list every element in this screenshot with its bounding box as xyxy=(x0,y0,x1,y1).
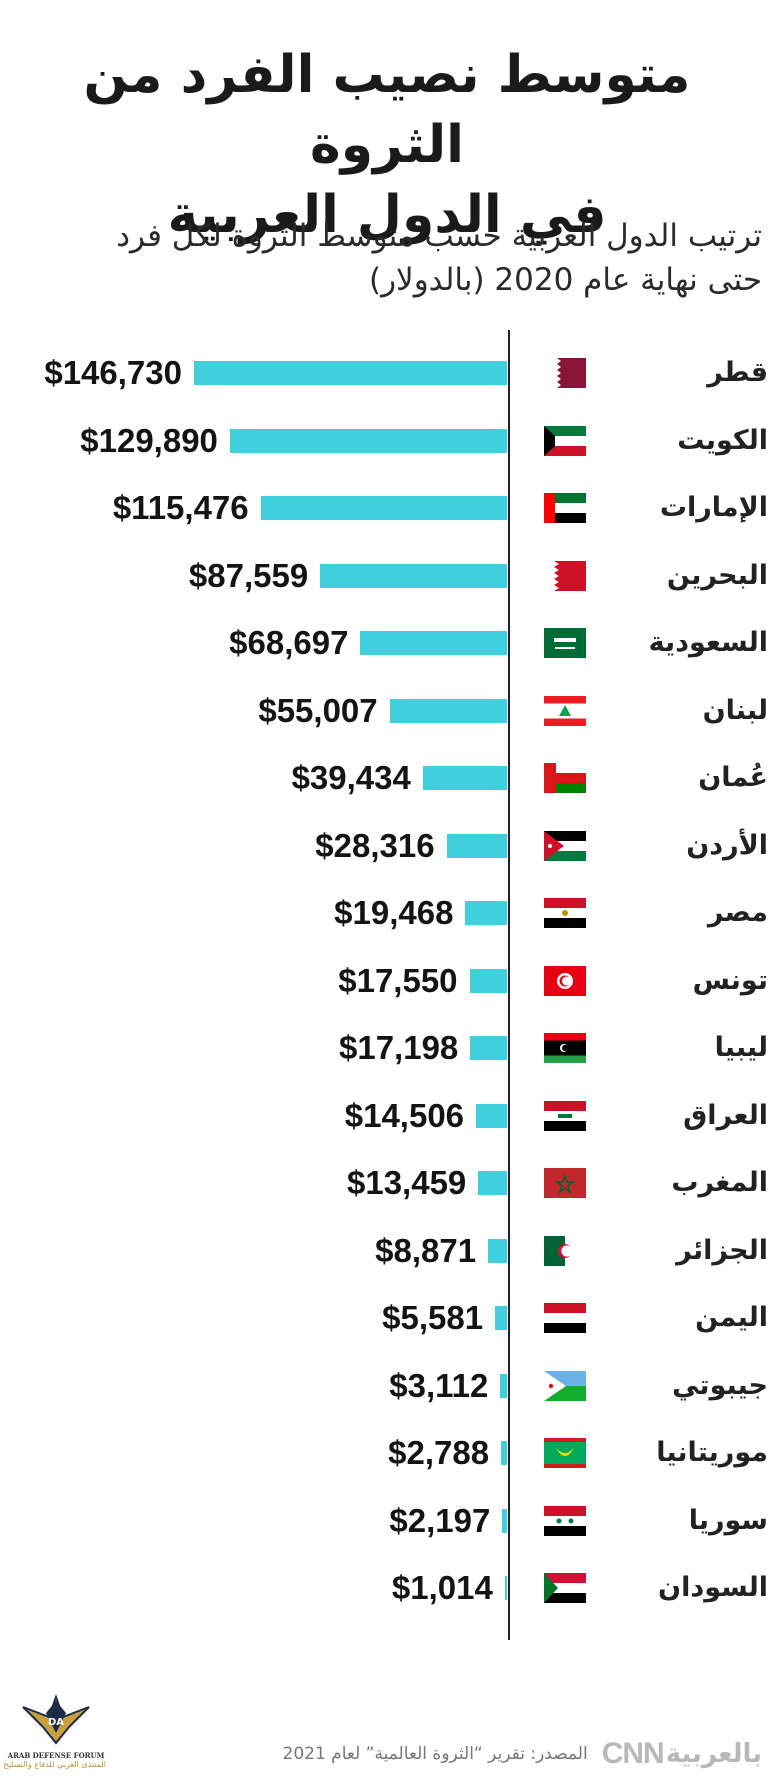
country-label: جيبوتي xyxy=(672,1369,768,1401)
footer: المصدر: تقرير “الثروة العالمية” لعام 202… xyxy=(282,1737,764,1771)
country-label: سوريا xyxy=(688,1504,768,1536)
kuwait-flag-icon xyxy=(544,425,586,456)
value-label: $14,506 xyxy=(344,1096,465,1134)
svg-text:DA: DA xyxy=(48,1717,64,1728)
country-label: الإمارات xyxy=(659,492,768,523)
value-label: $28,316 xyxy=(315,826,435,864)
value-label: $39,434 xyxy=(291,759,411,796)
libya-flag-icon xyxy=(544,1033,586,1063)
sudan-flag-icon xyxy=(544,1573,586,1604)
syria-flag-icon xyxy=(544,1505,586,1536)
value-label: $5,581 xyxy=(382,1299,484,1336)
bar xyxy=(469,968,507,993)
bar xyxy=(260,496,507,520)
mauritania-flag-icon xyxy=(544,1438,586,1468)
value-label: $2,197 xyxy=(389,1501,491,1539)
bar xyxy=(360,631,507,655)
djibouti-flag-icon xyxy=(544,1370,586,1401)
chart-subtitle: ترتيب الدول العربية حسب متوسط الثروة لكل… xyxy=(22,214,762,302)
country-label: موريتانيا xyxy=(656,1437,768,1468)
country-label: تونس xyxy=(692,964,768,996)
country-label: ليبيا xyxy=(714,1032,768,1063)
egypt-flag-icon xyxy=(544,898,586,929)
country-label: الكويت xyxy=(677,424,768,456)
forum-name-arabic: المنتدى العربي للدفاع والتسليح xyxy=(3,1760,106,1769)
bar xyxy=(495,1306,507,1330)
value-label: $87,559 xyxy=(188,556,309,594)
oman-flag-icon xyxy=(544,763,586,794)
country-label: السعودية xyxy=(648,627,768,658)
country-label: الأردن xyxy=(686,829,768,861)
iraq-flag-icon xyxy=(544,1100,586,1131)
bar xyxy=(470,1036,507,1060)
arab-defense-forum-logo: DA ARAB DEFENSE FORUM المنتدى العربي للد… xyxy=(3,1687,106,1779)
country-label: لبنان xyxy=(702,694,768,726)
title-line-1: متوسط نصيب الفرد من الثروة xyxy=(83,45,691,175)
bar xyxy=(320,563,507,588)
bar xyxy=(422,766,507,790)
subtitle-line-2: حتى نهاية عام 2020 (بالدولار) xyxy=(368,262,762,298)
qatar-flag-icon xyxy=(544,358,586,389)
title-line-2: في الدول العربية xyxy=(167,185,607,245)
cnn-logo-text: CNN xyxy=(601,1737,665,1770)
tunisia-flag-icon xyxy=(544,965,586,996)
value-label: $17,198 xyxy=(339,1029,459,1066)
value-label: $17,550 xyxy=(338,961,458,999)
subtitle-line-1: ترتيب الدول العربية حسب متوسط الثروة لكل… xyxy=(116,218,762,254)
lebanon-flag-icon xyxy=(544,695,586,726)
saudi-flag-icon xyxy=(544,628,586,659)
country-label: السودان xyxy=(658,1572,768,1603)
bar xyxy=(389,698,507,723)
bar xyxy=(476,1103,507,1128)
country-label: المغرب xyxy=(671,1167,768,1198)
country-label: الجزائر xyxy=(676,1234,768,1266)
value-label: $8,871 xyxy=(375,1231,477,1269)
value-label: $146,730 xyxy=(44,354,182,391)
bar xyxy=(465,901,507,925)
bar xyxy=(193,361,507,385)
country-label: قطر xyxy=(707,357,768,388)
value-label: $1,014 xyxy=(391,1569,493,1606)
country-label: العراق xyxy=(683,1099,768,1131)
value-label: $13,459 xyxy=(346,1164,467,1201)
source-note: المصدر: تقرير “الثروة العالمية” لعام 202… xyxy=(282,1744,588,1764)
country-label: عُمان xyxy=(698,762,768,793)
uae-flag-icon xyxy=(544,493,586,524)
cnn-arabic-logo: CNN بالعربية xyxy=(601,1737,763,1771)
value-label: $3,112 xyxy=(389,1366,489,1404)
value-label: $115,476 xyxy=(112,489,249,526)
bar xyxy=(488,1238,507,1263)
bar xyxy=(229,428,507,453)
algeria-flag-icon xyxy=(544,1235,586,1266)
value-label: $19,468 xyxy=(334,894,454,931)
eagle-emblem-icon: DA xyxy=(22,1693,90,1745)
value-label: $2,788 xyxy=(388,1434,490,1471)
country-label: البحرين xyxy=(666,559,768,591)
bar xyxy=(446,833,507,858)
bar xyxy=(502,1508,507,1533)
forum-name: ARAB DEFENSE FORUM xyxy=(7,1751,105,1760)
country-label: اليمن xyxy=(695,1302,768,1333)
value-label: $68,697 xyxy=(229,624,349,661)
bar xyxy=(500,1373,507,1398)
baseline-axis xyxy=(508,330,510,1640)
bar xyxy=(478,1171,507,1195)
jordan-flag-icon xyxy=(544,830,586,861)
country-label: مصر xyxy=(707,897,768,928)
bar xyxy=(504,1576,507,1600)
bahrain-flag-icon xyxy=(544,560,586,591)
value-label: $129,890 xyxy=(80,421,218,459)
morocco-flag-icon xyxy=(544,1168,586,1199)
bar xyxy=(501,1441,507,1465)
cnn-logo-arabic: بالعربية xyxy=(665,1739,763,1769)
chart-title: متوسط نصيب الفرد من الثروة في الدول العر… xyxy=(12,40,762,250)
yemen-flag-icon xyxy=(544,1303,586,1334)
value-label: $55,007 xyxy=(258,691,378,729)
